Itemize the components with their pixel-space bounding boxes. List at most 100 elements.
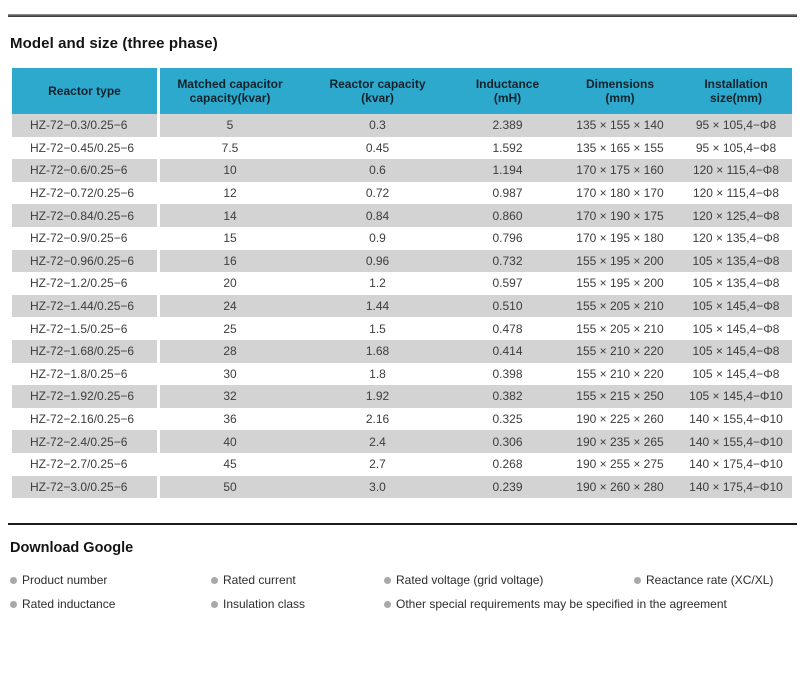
table-cell: 105 × 135,4−Φ8 — [692, 276, 780, 291]
table-cell: 0.9 — [369, 231, 386, 246]
table-cell: HZ-72−1.92/0.25−6 — [12, 385, 160, 408]
table-cell: 15 — [223, 231, 237, 246]
table-row: HZ-72−1.68/0.25−6 28 1.68 0.414 155 × 210 × … — [12, 339, 792, 363]
column-header-label: size(mm) — [709, 91, 762, 105]
table-cell: 1.44 — [365, 299, 390, 314]
column-header-label: Inductance — [475, 77, 540, 91]
table-cell: 120 × 115,4−Φ8 — [692, 186, 780, 201]
table-cell: 10 — [223, 163, 237, 178]
table-row: HZ-72−1.92/0.25−6 32 1.92 0.382 155 × 215 × … — [12, 385, 792, 408]
table-cell: HZ-72−2.7/0.25−6 — [12, 452, 160, 476]
table-cell: 16 — [223, 253, 237, 268]
table-cell: 105 × 135,4−Φ8 — [692, 253, 780, 268]
column-header-label: Reactor capacity — [329, 77, 426, 91]
bullet-item: Rated inductance — [10, 596, 115, 612]
table-body: HZ-72−0.3/0.25−6 5 0.3 2.389 135 × 155 × 140… — [12, 114, 792, 499]
bullet-item: Rated voltage (grid voltage) — [384, 572, 543, 588]
table-cell: 0.6 — [369, 163, 386, 178]
table-cell: 140 × 175,4−Φ10 — [689, 479, 783, 494]
table-row: HZ-72−0.9/0.25−6 15 0.9 0.796 170 × 195 × 18… — [12, 226, 792, 250]
table-cell: 20 — [223, 276, 237, 291]
table-cell: 2.7 — [369, 457, 386, 472]
bullet-dot-icon — [634, 576, 641, 584]
column-header-label: Dimensions — [585, 77, 654, 91]
table-cell: 2.389 — [492, 118, 523, 133]
table-cell: 0.45 — [365, 140, 390, 155]
column-header-inductance: Inductance (mH) — [455, 68, 560, 114]
table-cell: 5 — [226, 118, 234, 133]
bullet-item: Reactance rate (XC/XL) — [634, 572, 773, 588]
table-cell: 2.4 — [369, 434, 386, 449]
table-cell: 135 × 155 × 140 — [576, 118, 664, 133]
column-header-label: (mm) — [605, 91, 635, 105]
section-divider — [8, 523, 797, 525]
table-cell: 1.92 — [365, 389, 390, 404]
column-header-label: capacity(kvar) — [189, 91, 271, 105]
table-cell: 95 × 105,4−Φ8 — [695, 140, 777, 155]
table-cell: 95 × 105,4−Φ8 — [695, 118, 777, 133]
table-row: HZ-72−2.7/0.25−6 45 2.7 0.268 190 × 255 × 27… — [12, 452, 792, 476]
table-cell: 190 × 255 × 275 — [576, 457, 664, 472]
bullet-item-label: Rated voltage (grid voltage) — [396, 573, 544, 587]
column-header-matched-capacity: Matched capacitor capacity(kvar) — [160, 68, 300, 114]
column-header-label: Reactor type — [48, 84, 121, 98]
table-cell: 0.382 — [492, 389, 523, 404]
bullet-dot-icon — [211, 576, 218, 584]
table-cell: 12 — [223, 186, 237, 201]
table-cell: HZ-72−0.3/0.25−6 — [12, 114, 160, 137]
download-section-title: Download Google — [10, 540, 134, 556]
table-cell: 14 — [223, 208, 237, 223]
table-cell: 140 × 155,4−Φ10 — [689, 434, 783, 449]
table-cell: 1.68 — [365, 344, 390, 359]
column-header-label: Matched capacitor — [177, 77, 283, 91]
column-header-label: (kvar) — [361, 91, 394, 105]
table-cell: 0.796 — [492, 231, 523, 246]
bullet-dot-icon — [384, 576, 391, 584]
bullet-dot-icon — [384, 600, 391, 608]
table-cell: 140 × 155,4−Φ10 — [689, 412, 783, 427]
table-cell: 0.987 — [492, 186, 523, 201]
table-cell: 155 × 195 × 200 — [576, 253, 664, 268]
table-cell: 170 × 175 × 160 — [576, 163, 664, 178]
table-cell: 0.306 — [492, 434, 523, 449]
table-cell: HZ-72−0.9/0.25−6 — [12, 226, 160, 250]
table-cell: 25 — [223, 321, 237, 336]
table-cell: 45 — [223, 457, 237, 472]
table-row: HZ-72−0.96/0.25−6 16 0.96 0.732 155 × 195 × … — [12, 249, 792, 273]
column-header-label: Installation — [704, 77, 768, 91]
table-cell: HZ-72−1.5/0.25−6 — [12, 317, 160, 340]
table-cell: 0.732 — [492, 253, 523, 268]
table-cell: 36 — [223, 412, 237, 427]
column-header-label: (mH) — [493, 91, 522, 105]
table-row: HZ-72−2.4/0.25−6 40 2.4 0.306 190 × 235 × 26… — [12, 430, 792, 453]
table-row: HZ-72−3.0/0.25−6 50 3.0 0.239 190 × 260 × 28… — [12, 475, 792, 499]
table-cell: HZ-72−0.6/0.25−6 — [12, 159, 160, 182]
table-cell: 0.510 — [492, 299, 523, 314]
bullet-item-label: Rated current — [223, 573, 296, 587]
table-cell: 120 × 115,4−Φ8 — [692, 163, 780, 178]
table-cell: 155 × 205 × 210 — [576, 321, 664, 336]
table-cell: 0.268 — [492, 457, 523, 472]
table-cell: 1.592 — [492, 140, 523, 155]
table-cell: 105 × 145,4−Φ8 — [692, 344, 780, 359]
bullet-item-label: Other special requirements may be specif… — [396, 597, 727, 611]
table-cell: 7.5 — [221, 140, 239, 155]
table-row: HZ-72−0.6/0.25−6 10 0.6 1.194 170 × 175 × 16… — [12, 159, 792, 182]
table-row: HZ-72−2.16/0.25−6 36 2.16 0.325 190 × 225 × … — [12, 407, 792, 431]
table-cell: 155 × 205 × 210 — [576, 299, 664, 314]
table-cell: 120 × 125,4−Φ8 — [692, 208, 780, 223]
table-cell: 120 × 135,4−Φ8 — [692, 231, 780, 246]
table-header-row: Reactor type Matched capacitor capacity(… — [12, 68, 792, 114]
bullet-item: Product number — [10, 572, 107, 588]
table-cell: 105 × 145,4−Φ10 — [689, 389, 783, 404]
table-cell: 0.478 — [492, 321, 523, 336]
bullet-dot-icon — [10, 600, 17, 608]
table-cell: 190 × 260 × 280 — [576, 479, 664, 494]
table-cell: 50 — [223, 479, 237, 494]
table-cell: HZ-72−1.8/0.25−6 — [12, 362, 160, 386]
table-cell: 155 × 210 × 220 — [576, 366, 664, 381]
table-cell: 135 × 165 × 155 — [576, 140, 664, 155]
table-cell: 190 × 225 × 260 — [576, 412, 664, 427]
table-cell: 1.5 — [369, 321, 386, 336]
table-cell: 105 × 145,4−Φ8 — [692, 366, 780, 381]
